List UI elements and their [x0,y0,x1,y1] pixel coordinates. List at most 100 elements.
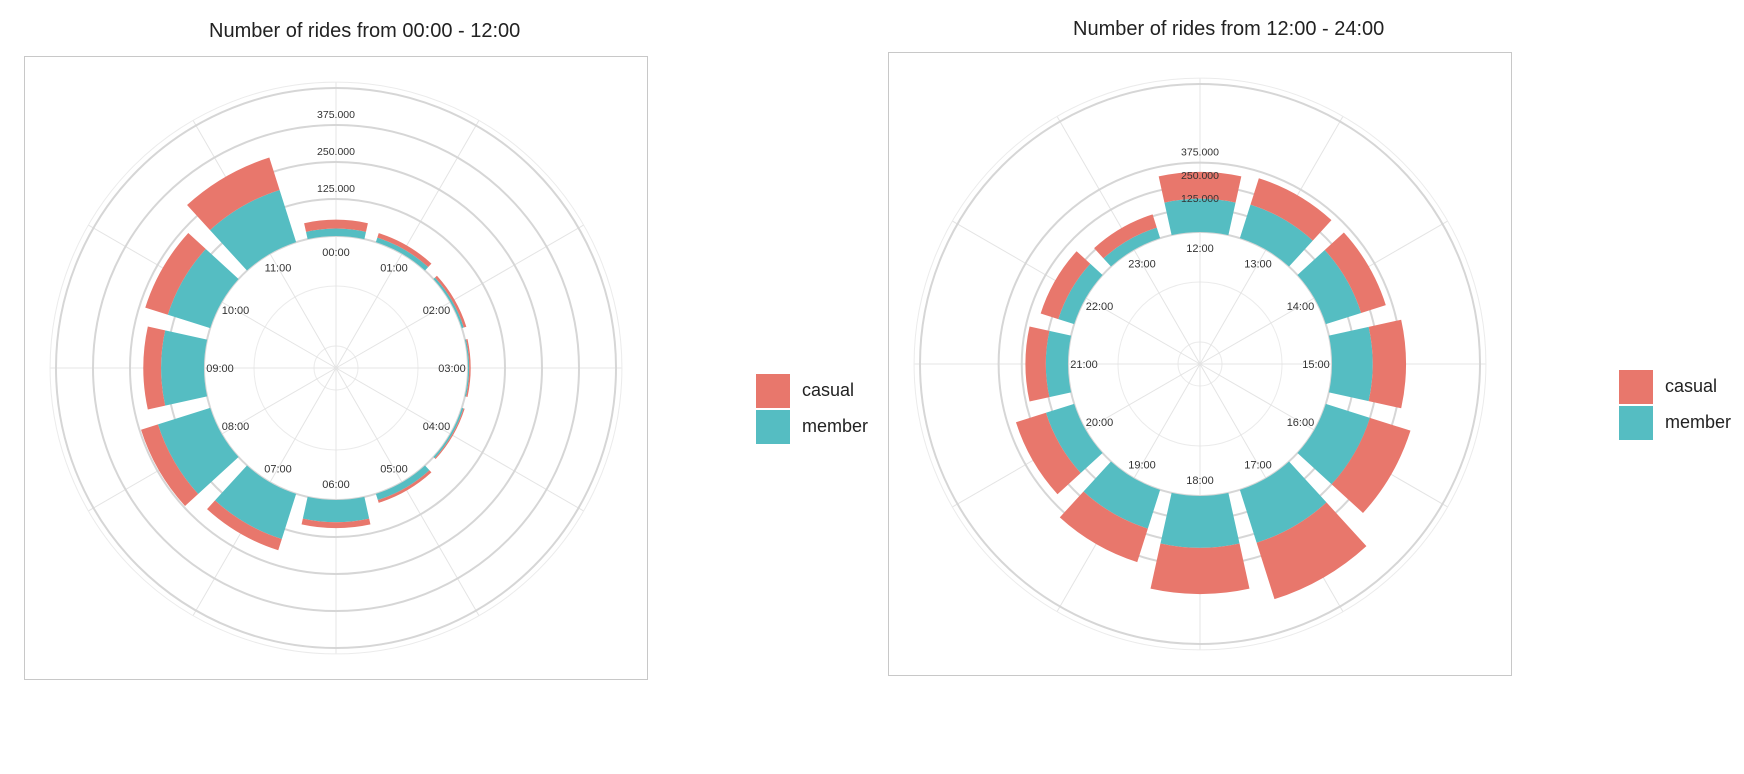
grid-spoke [335,367,480,616]
bar-member-1700 [1239,461,1327,543]
hour-label: 05:00 [380,463,408,475]
hour-label: 13:00 [1244,259,1272,271]
bar-casual-2000 [1015,412,1081,495]
bar-casual-1400 [1324,232,1386,313]
bar-casual-2200 [1040,251,1091,320]
hour-label: 04:00 [423,421,451,433]
bar-member-0300 [464,339,470,397]
radial-tick-label: 250.000 [317,146,355,158]
bar-casual-0800 [141,424,199,506]
bar-member-2200 [1058,263,1103,325]
bar-casual-2100 [1025,326,1050,402]
bar-member-0700 [215,465,297,539]
bar-member-1600 [1297,403,1370,485]
bar-casual-0500 [377,470,432,503]
hour-label: 12:00 [1186,243,1214,255]
hour-label: 03:00 [438,363,466,375]
hour-label: 18:00 [1186,475,1214,487]
hour-label: 15:00 [1302,359,1330,371]
bar-member-1900 [1083,461,1161,529]
hour-label: 08:00 [222,421,250,433]
bar-member-0100 [375,237,429,271]
bar-casual-2300 [1094,214,1157,259]
grid-circle-outer [49,81,623,655]
chart-panel-left: Number of rides from 00:00 - 12:00 00:00… [24,20,868,680]
bar-casual-1300 [1250,178,1332,241]
radial-tick-label: 250.000 [1181,170,1219,182]
grid-circle-major [129,161,543,575]
hour-label: 14:00 [1287,301,1315,313]
bar-casual-1900 [1059,491,1148,563]
bar-member-1100 [210,189,297,271]
bar-member-0500 [375,465,430,501]
chart-title: Number of rides from 12:00 - 24:00 [1073,18,1385,40]
legend-label-casual: casual [802,380,855,400]
legend-item-member: member [1619,406,1739,440]
grid-spoke [335,120,480,369]
hour-label: 09:00 [206,363,234,375]
bar-member-2000 [1045,403,1103,474]
legend-item-casual: casual [756,374,876,408]
radial-tick-label: 125.000 [1181,193,1219,205]
grid-circle-major [919,83,1481,645]
hour-label: 19:00 [1128,459,1156,471]
bar-member-1000 [167,249,239,329]
legend-swatch-casual [756,374,790,408]
bar-casual-1200 [1158,171,1242,203]
hour-label: 21:00 [1070,359,1098,371]
bar-casual-1500 [1368,319,1406,409]
bar-member-0900 [161,330,208,406]
bar-casual-1800 [1150,543,1250,595]
bar-member-2300 [1103,227,1161,267]
grid-spoke [335,224,584,369]
bar-casual-0900 [143,326,166,410]
bar-casual-0100 [377,233,432,268]
hour-label: 06:00 [322,479,350,491]
legend-label-casual: casual [1665,376,1718,396]
chart-panel-right: Number of rides from 12:00 - 24:00 12:00… [872,0,1744,774]
hour-label: 07:00 [264,463,292,475]
grid-circle-outer [913,77,1487,651]
grid-circle-major [55,87,617,649]
bar-member-0200 [433,277,464,329]
bar-casual-1000 [145,233,206,315]
bar-casual-1100 [187,157,280,231]
legend-label-member: member [802,416,869,436]
bar-casual-0000 [304,219,368,232]
legend-swatch-member [756,410,790,444]
polar-bar-chart-right: 12:00 13:00 14:00 15:00 16:00 17:00 18:00 19:00… [888,52,1512,676]
hour-label: 00:00 [322,247,350,259]
bar-member-1500 [1328,326,1373,402]
bar-member-1800 [1160,492,1240,548]
bar-member-0800 [157,407,239,494]
bar-casual-0200 [434,275,467,328]
radial-tick-label: 375.000 [1181,147,1219,159]
radial-tick-label: 375.000 [317,109,355,121]
polar-bar-chart-left: 00:00 01:00 02:00 03:00 04:00 05:00 06:00 07:00… [24,56,648,680]
bar-casual-0700 [207,500,282,551]
hour-label: 23:00 [1128,259,1156,271]
bar-member-0000 [306,228,366,240]
legend-item-casual: casual [1619,370,1739,404]
legend-swatch-casual [1619,370,1653,404]
legend-label-member: member [1665,412,1732,432]
bar-member-1300 [1239,204,1313,267]
legend-item-member: member [756,410,876,444]
legend-swatch-member [1619,406,1653,440]
radial-tick-label: 125.000 [317,183,355,195]
bar-member-0600 [302,496,370,523]
grid-spoke [335,367,584,512]
bar-casual-1600 [1331,417,1411,513]
hour-label: 10:00 [222,305,250,317]
bar-member-1200 [1164,198,1236,236]
bar-member-2100 [1045,330,1072,398]
bar-member-0400 [433,407,464,459]
bar-casual-0300 [466,339,471,397]
bar-member-1400 [1297,249,1362,325]
grid-circle-major [92,124,580,612]
hour-label: 02:00 [423,305,451,317]
hour-label: 17:00 [1244,459,1272,471]
hour-label: 11:00 [265,263,292,275]
chart-title: Number of rides from 00:00 - 12:00 [209,20,521,42]
hour-label: 16:00 [1287,417,1315,429]
